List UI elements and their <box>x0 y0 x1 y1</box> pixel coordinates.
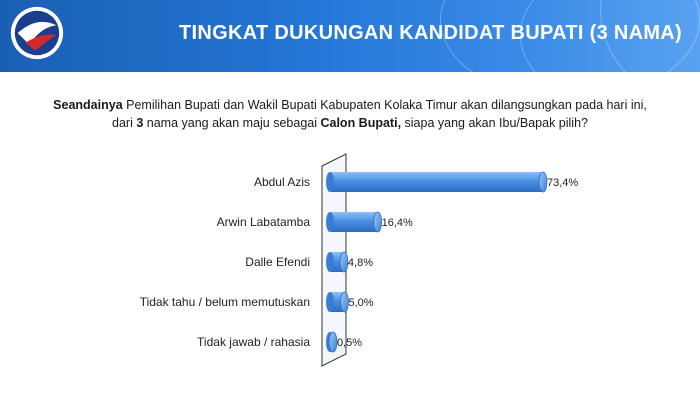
bar-0 <box>326 171 548 193</box>
bar-2 <box>326 251 349 273</box>
bar-cap-end <box>339 251 349 273</box>
bar-cap-start <box>326 252 334 272</box>
bar-1 <box>326 211 382 233</box>
value-label: 4,8% <box>348 257 373 269</box>
bar-cap-end <box>538 171 548 193</box>
survey-question: Seandainya Pemilihan Bupati dan Wakil Bu… <box>20 96 680 132</box>
value-label: 73,4% <box>547 177 578 189</box>
bar-cap-start <box>326 292 334 312</box>
bar-body <box>330 212 378 232</box>
category-label: Tidak tahu / belum memutuskan <box>140 295 310 309</box>
question-line-2: dari 3 nama yang akan maju sebagai Calon… <box>112 116 588 130</box>
category-label: Tidak jawab / rahasia <box>197 335 310 349</box>
decorative-swirl <box>520 0 700 72</box>
bar-cap-start <box>326 212 334 232</box>
bar-cap-end <box>373 211 382 233</box>
question-line-1: Seandainya Pemilihan Bupati dan Wakil Bu… <box>53 98 647 112</box>
category-label: Dalle Efendi <box>245 255 310 269</box>
logo-icon <box>10 6 64 60</box>
category-label: Arwin Labatamba <box>217 215 311 229</box>
bar-3 <box>326 291 349 313</box>
category-label: Abdul Azis <box>254 175 310 189</box>
value-label: 16,4% <box>382 217 413 229</box>
bar-cap-start <box>326 172 334 192</box>
bar-cap-end <box>340 291 349 313</box>
value-label: 0,5% <box>337 337 362 349</box>
header-banner: TINGKAT DUKUNGAN KANDIDAT BUPATI (3 NAMA… <box>0 0 700 72</box>
page-title: TINGKAT DUKUNGAN KANDIDAT BUPATI (3 NAMA… <box>179 22 682 44</box>
bar-4 <box>326 331 338 353</box>
bar-cap-end <box>328 331 338 353</box>
value-label: 5,0% <box>349 297 374 309</box>
bar-body <box>330 172 543 192</box>
